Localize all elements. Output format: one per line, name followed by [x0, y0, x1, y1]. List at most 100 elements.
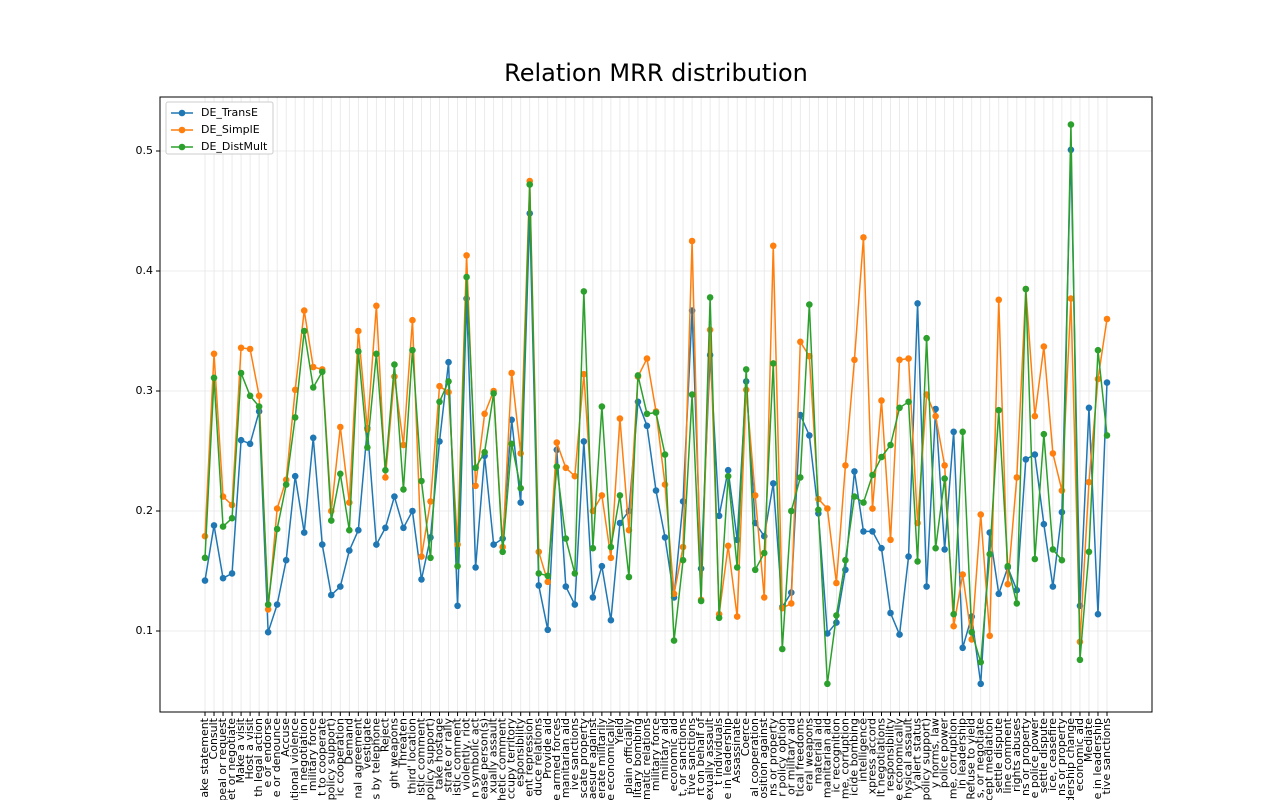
data-point [1085, 404, 1093, 412]
data-point [896, 404, 903, 412]
x-tick-label: Mediate [1082, 718, 1095, 762]
x-tick-label: ght weapons [387, 718, 400, 789]
data-point [742, 366, 750, 373]
data-point [472, 564, 479, 571]
data-point [1031, 412, 1039, 420]
data-point [409, 346, 416, 354]
data-point [562, 464, 570, 472]
data-point [210, 522, 218, 529]
data-point [851, 356, 858, 364]
x-tick-label: Reject [378, 717, 391, 752]
x-tick-label: Threaten [396, 718, 409, 769]
legend-marker [178, 126, 186, 134]
data-point [562, 583, 570, 590]
x-tick-label: ake statement [198, 717, 211, 797]
data-point [445, 358, 452, 366]
data-point [562, 535, 570, 542]
data-point [1067, 295, 1075, 302]
x-tick-label: Make a visit [234, 717, 247, 783]
data-point [842, 462, 849, 469]
data-point [661, 534, 669, 541]
data-point [824, 505, 831, 512]
data-point [246, 440, 254, 448]
x-tick-label: th legal action [252, 718, 265, 797]
x-tick-label: in leadership [956, 718, 969, 789]
x-tick-label: ns or property [766, 718, 779, 797]
data-point [797, 338, 804, 346]
data-point [724, 542, 732, 550]
data-point [1040, 343, 1048, 350]
data-point [1103, 315, 1111, 323]
data-point [1040, 430, 1048, 438]
data-point [472, 464, 479, 472]
data-point [400, 524, 407, 532]
x-tick-label: settle dispute [1037, 718, 1050, 793]
data-point [986, 632, 994, 640]
data-point [824, 680, 831, 688]
data-point [941, 546, 948, 553]
data-point [860, 528, 867, 535]
data-point [400, 441, 407, 449]
x-tick-label: thetic comment [496, 717, 509, 800]
data-point [346, 526, 353, 534]
x-tick-label: e armed forces [550, 718, 563, 800]
data-point [571, 601, 579, 608]
data-point [1013, 474, 1021, 481]
x-tick-label: icide bombing [847, 718, 860, 796]
x-tick-label: duce relations [532, 718, 545, 796]
data-point [1094, 346, 1102, 354]
data-point [571, 472, 579, 480]
x-tick-label: third' location [405, 718, 418, 794]
data-point [869, 528, 876, 535]
x-tick-label: et or negotiate [225, 718, 238, 800]
data-point [327, 517, 335, 524]
data-point [797, 411, 804, 419]
data-point [950, 428, 957, 436]
data-point [914, 558, 921, 565]
data-point [291, 386, 299, 394]
data-point [337, 583, 344, 590]
data-point [724, 466, 732, 474]
data-point [580, 288, 588, 295]
data-point [201, 577, 209, 584]
data-point [246, 392, 254, 400]
data-point [923, 334, 930, 342]
data-point [373, 350, 380, 358]
data-point [887, 609, 894, 617]
data-point [237, 436, 245, 444]
x-tick-label: e police power [1028, 718, 1041, 799]
x-tick-label: peal or request [216, 717, 229, 800]
data-point [715, 512, 723, 520]
data-point [318, 368, 326, 376]
data-point [688, 237, 696, 245]
legend-marker [178, 109, 186, 117]
x-tick-label: istic comment [414, 717, 427, 796]
data-point [1040, 520, 1048, 528]
data-point [255, 403, 263, 410]
data-point [346, 547, 353, 554]
data-point [201, 554, 209, 562]
x-tick-label: military aid [658, 718, 671, 780]
x-tick-label: policy support) [324, 718, 337, 800]
x-tick-label: ccupy territory [505, 718, 518, 800]
x-tick-label: t to cooperate [315, 718, 328, 796]
x-tick-label: Refuse to yield [965, 718, 978, 800]
data-point [760, 549, 768, 557]
data-point [652, 409, 660, 416]
data-point [769, 242, 777, 250]
x-tick-label: economic aid [667, 718, 680, 791]
data-point [291, 414, 299, 421]
data-point [643, 355, 651, 362]
x-tick-label: ice, ceasefire [1046, 718, 1059, 791]
data-point [977, 658, 985, 666]
x-tick-label: ns or property [1019, 718, 1032, 797]
x-tick-label: ent repression [523, 718, 536, 797]
x-tick-label: take hostage [433, 718, 446, 790]
data-point [977, 511, 985, 518]
data-point [327, 591, 335, 599]
x-tick-label: manitarian aid [820, 718, 833, 798]
data-point [932, 544, 939, 552]
x-tick-label: ease person(s) [478, 718, 491, 800]
data-point [923, 583, 930, 590]
